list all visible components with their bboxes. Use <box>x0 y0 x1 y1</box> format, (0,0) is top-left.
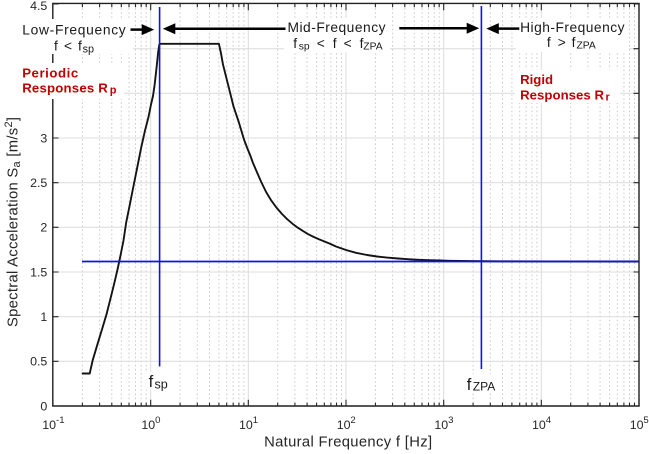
svg-text:sp: sp <box>155 377 168 391</box>
svg-text:5: 5 <box>643 415 648 426</box>
svg-text:Responses R: Responses R <box>22 81 108 96</box>
svg-text:f: f <box>360 36 364 51</box>
svg-text:2: 2 <box>350 415 355 426</box>
svg-text:Responses R: Responses R <box>520 87 604 102</box>
svg-text:0.5: 0.5 <box>30 355 47 369</box>
svg-text:10: 10 <box>532 418 546 432</box>
svg-text:1: 1 <box>40 310 47 324</box>
svg-text:ZPA: ZPA <box>473 379 495 393</box>
svg-text:ZPA: ZPA <box>363 41 382 52</box>
svg-text:-1: -1 <box>56 415 65 426</box>
svg-text:High-Frequency: High-Frequency <box>520 20 624 35</box>
svg-text:Low-Frequency: Low-Frequency <box>22 22 125 37</box>
svg-text:sp: sp <box>83 43 94 55</box>
svg-text:<: < <box>344 36 352 51</box>
svg-text:10: 10 <box>141 418 155 432</box>
svg-text:Periodic: Periodic <box>22 65 78 80</box>
svg-text:0: 0 <box>40 399 47 413</box>
svg-text:>: > <box>558 35 566 50</box>
svg-text:Spectral Acceleration Sa [m/s2: Spectral Acceleration Sa [m/s2] <box>3 117 23 327</box>
svg-text:10: 10 <box>630 418 644 432</box>
svg-text:<: < <box>317 36 325 51</box>
svg-text:f: f <box>572 35 576 50</box>
svg-text:3: 3 <box>448 415 453 426</box>
svg-text:f: f <box>78 39 82 54</box>
svg-text:Mid-Frequency: Mid-Frequency <box>288 20 386 35</box>
svg-text:Natural Frequency f [Hz]: Natural Frequency f [Hz] <box>264 435 432 451</box>
svg-text:2.5: 2.5 <box>30 176 47 190</box>
svg-text:10: 10 <box>337 418 351 432</box>
svg-text:1.5: 1.5 <box>30 265 47 279</box>
svg-text:f: f <box>54 39 58 54</box>
svg-text:4: 4 <box>546 415 552 426</box>
svg-text:f: f <box>333 36 337 51</box>
svg-text:f: f <box>467 376 472 394</box>
svg-text:2: 2 <box>40 221 47 235</box>
svg-text:1: 1 <box>253 415 258 426</box>
svg-text:Rigid: Rigid <box>520 72 553 87</box>
svg-text:p: p <box>110 85 117 97</box>
svg-text:3: 3 <box>40 131 47 145</box>
svg-text:r: r <box>606 91 611 103</box>
svg-text:<: < <box>64 39 72 54</box>
svg-text:10: 10 <box>239 418 253 432</box>
svg-text:10: 10 <box>434 418 448 432</box>
svg-text:0: 0 <box>155 415 160 426</box>
svg-text:f: f <box>293 36 297 51</box>
svg-text:sp: sp <box>299 41 310 52</box>
svg-text:4.5: 4.5 <box>30 0 47 13</box>
svg-text:f: f <box>149 373 154 391</box>
svg-text:f: f <box>547 35 551 50</box>
svg-text:ZPA: ZPA <box>577 41 596 52</box>
svg-text:10: 10 <box>42 418 56 432</box>
